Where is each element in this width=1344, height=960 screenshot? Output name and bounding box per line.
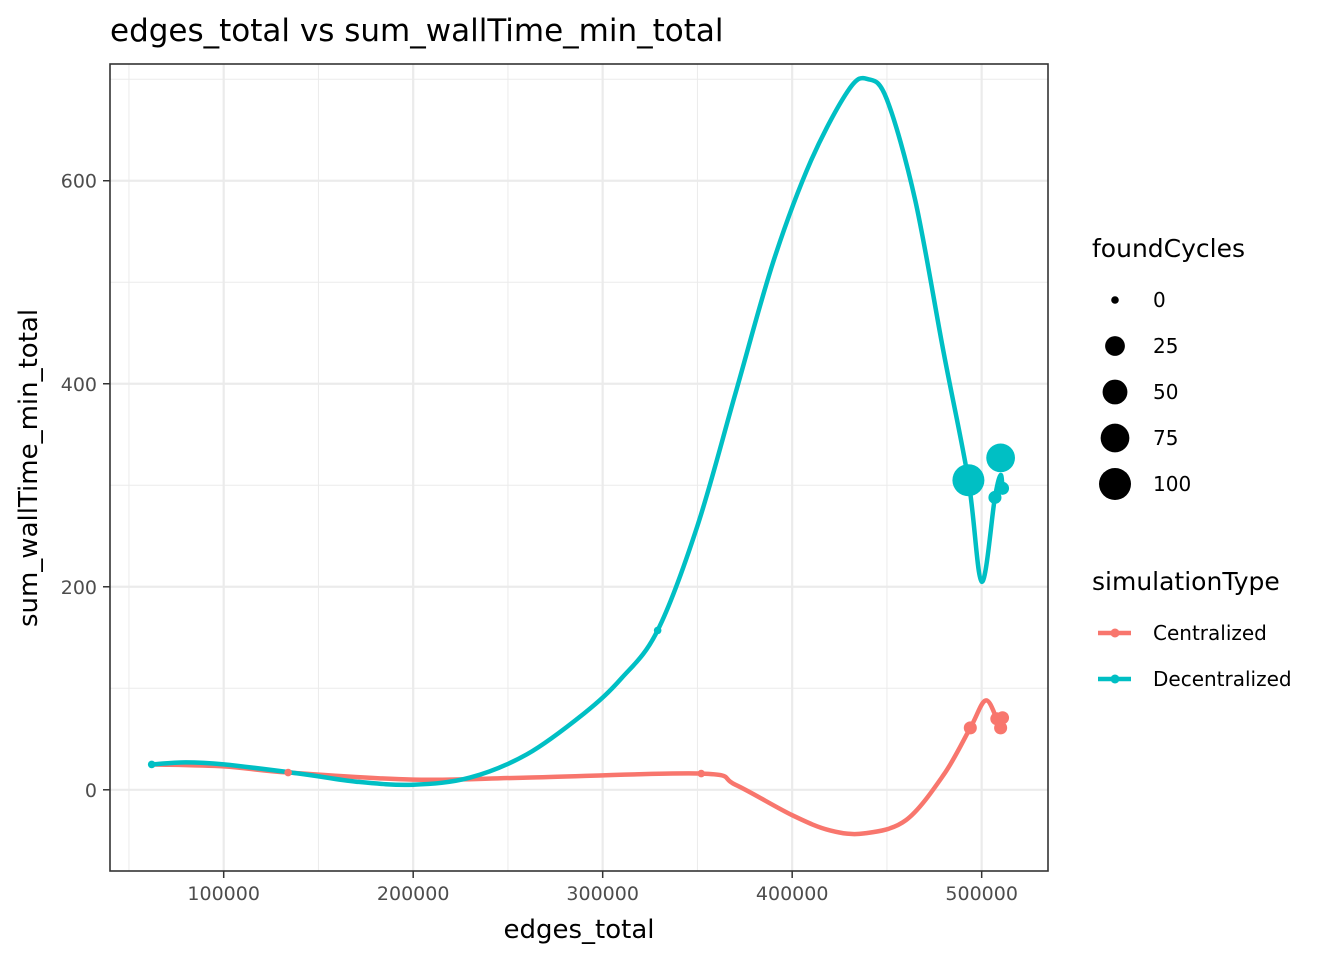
size-legend-label: 50: [1153, 380, 1178, 404]
x-tick-label: 400000: [756, 883, 829, 905]
y-axis: 0 200 400 600: [61, 171, 110, 802]
size-legend-key: [1111, 296, 1119, 304]
y-tick-label: 400: [61, 374, 97, 396]
y-tick-label: 200: [61, 577, 97, 599]
size-legend-label: 75: [1153, 426, 1178, 450]
data-point-decentralized: [653, 626, 662, 635]
color-legend-label: Centralized: [1153, 621, 1267, 645]
color-legend-label: Decentralized: [1153, 667, 1292, 691]
data-point-decentralized: [986, 443, 1015, 473]
color-legend-title: simulationType: [1092, 567, 1280, 596]
size-legend-label: 25: [1153, 334, 1178, 358]
x-tick-label: 200000: [377, 883, 450, 905]
size-legend-label: 100: [1153, 472, 1191, 496]
y-axis-title: sum_wallTime_min_total: [14, 309, 44, 627]
x-tick-label: 300000: [566, 883, 639, 905]
data-point-decentralized: [952, 464, 985, 497]
plot-border: [109, 63, 1049, 872]
color-legend-point: [1110, 674, 1120, 684]
y-tick-label: 600: [61, 171, 97, 193]
chart-title: edges_total vs sum_wallTime_min_total: [110, 13, 724, 49]
x-axis: 100000 200000 300000 400000 500000: [187, 871, 1018, 905]
data-point-centralized: [994, 721, 1008, 735]
color-legend: Centralized Decentralized: [1098, 621, 1292, 691]
data-point-centralized: [697, 769, 706, 778]
data-point-decentralized: [988, 490, 1002, 504]
size-legend-label: 0: [1153, 288, 1166, 312]
x-tick-label: 500000: [945, 883, 1018, 905]
size-legend-key: [1102, 379, 1128, 405]
data-point-centralized: [995, 711, 1010, 725]
data-points: [147, 443, 1015, 778]
series-line-centralized: [149, 698, 1005, 837]
x-tick-label: 100000: [187, 883, 260, 905]
data-point-decentralized: [995, 481, 1010, 495]
data-point-centralized: [284, 768, 292, 777]
legend: foundCycles 0 25 50 75 100 simulationType Ce…: [1092, 234, 1292, 691]
size-legend-title: foundCycles: [1092, 234, 1245, 263]
color-legend-point: [1110, 628, 1120, 638]
size-legend-key: [1105, 336, 1125, 356]
x-axis-title: edges_total: [504, 915, 655, 945]
y-tick-label: 0: [85, 780, 97, 802]
grid: [110, 64, 1048, 871]
size-legend: 0 25 50 75 100: [1099, 288, 1191, 500]
data-point-decentralized: [147, 760, 156, 769]
plot-panel: [110, 64, 1048, 871]
size-legend-key: [1100, 423, 1130, 453]
size-legend-key: [1099, 468, 1131, 500]
data-point-centralized: [963, 721, 977, 735]
